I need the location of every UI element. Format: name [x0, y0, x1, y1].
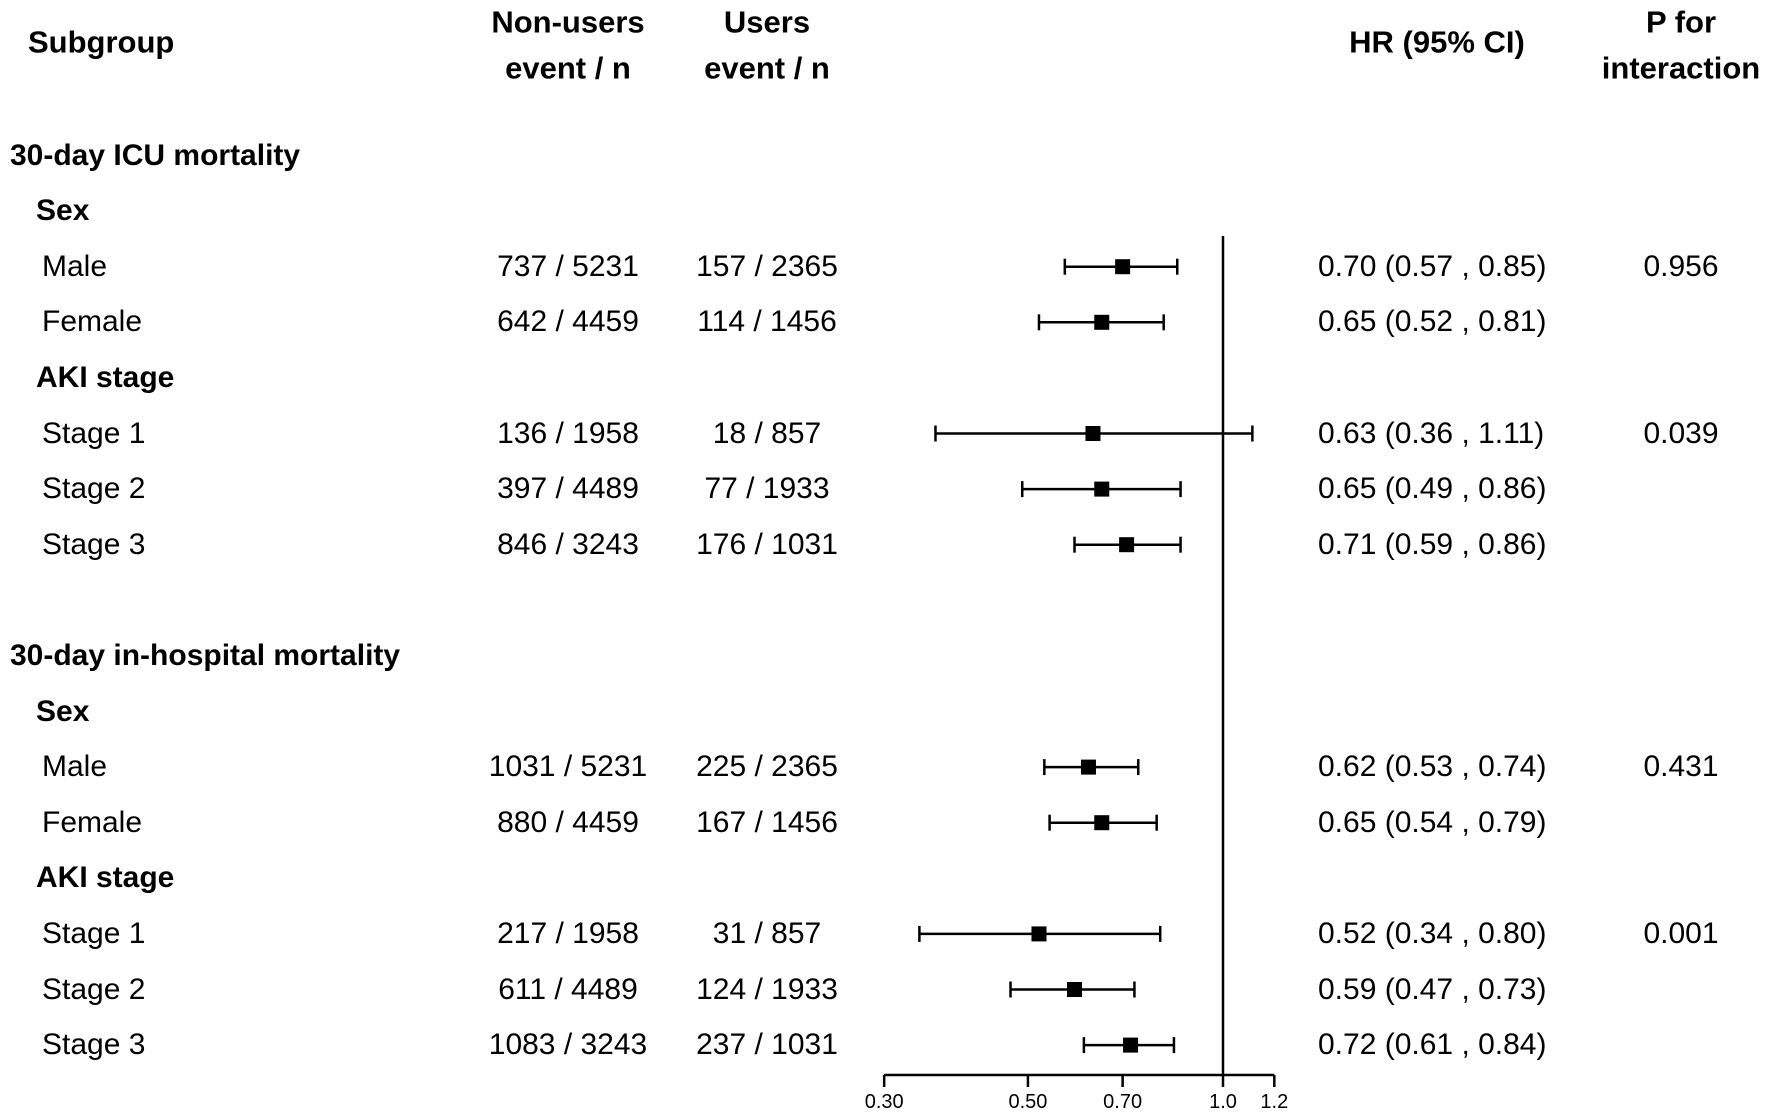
- hr-ci-text: 0.70 (0.57 , 0.85): [1318, 249, 1547, 283]
- users-count: 31 / 857: [712, 916, 822, 950]
- hr-marker: [1085, 426, 1101, 441]
- p-interaction-header-sub: interaction: [1601, 50, 1761, 86]
- hr-ci-text: 0.59 (0.47 , 0.73): [1318, 972, 1547, 1006]
- subsection-label: Sex: [36, 194, 90, 228]
- subgroup-header: Subgroup: [28, 24, 175, 60]
- hr-ci-text: 0.71 (0.59 , 0.86): [1318, 527, 1547, 561]
- hr-marker: [1031, 926, 1047, 942]
- hr-ci-text: 0.65 (0.52 , 0.81): [1318, 305, 1547, 339]
- subsection-label: Sex: [36, 694, 90, 728]
- nonusers-count: 846 / 3243: [497, 527, 639, 561]
- hr-marker: [1080, 759, 1096, 775]
- row-label: Stage 3: [42, 1028, 146, 1062]
- x-axis-tick-label: 1.0: [1209, 1091, 1237, 1113]
- section-label: 30-day ICU mortality: [10, 138, 301, 172]
- nonusers-count: 880 / 4459: [497, 805, 639, 839]
- row-label: Stage 1: [42, 416, 146, 450]
- users-count: 176 / 1031: [696, 527, 838, 561]
- row-label: Stage 2: [42, 972, 146, 1006]
- users-count: 124 / 1933: [696, 972, 838, 1006]
- row-label: Male: [42, 249, 108, 283]
- hr-marker: [1094, 314, 1110, 330]
- x-axis-tick-label: 0.70: [1103, 1091, 1142, 1113]
- x-axis-tick-label: 1.2: [1260, 1091, 1288, 1113]
- nonusers-count: 1083 / 3243: [488, 1028, 648, 1062]
- users-header: Users: [723, 4, 811, 40]
- hr-ci-header: HR (95% CI): [1349, 24, 1525, 60]
- x-axis-tick-label: 0.30: [865, 1091, 904, 1113]
- nonusers-count: 737 / 5231: [497, 249, 639, 283]
- p-value: 0.956: [1643, 249, 1719, 283]
- hr-marker: [1094, 481, 1110, 497]
- p-value: 0.039: [1643, 416, 1719, 450]
- hr-marker: [1067, 982, 1083, 997]
- nonusers-header: Non-users: [491, 4, 645, 40]
- hr-ci-text: 0.65 (0.49 , 0.86): [1318, 472, 1547, 506]
- row-label: Female: [42, 805, 143, 839]
- users-count: 237 / 1031: [696, 1028, 838, 1062]
- nonusers-header-sub: event / n: [505, 50, 631, 86]
- p-interaction-header: P for: [1645, 4, 1717, 40]
- users-header-sub: event / n: [704, 50, 830, 86]
- hr-ci-text: 0.72 (0.61 , 0.84): [1318, 1028, 1547, 1062]
- nonusers-count: 136 / 1958: [497, 416, 639, 450]
- hr-marker: [1123, 1037, 1139, 1053]
- p-value: 0.001: [1643, 916, 1719, 950]
- hr-ci-text: 0.52 (0.34 , 0.80): [1318, 916, 1547, 950]
- nonusers-count: 217 / 1958: [497, 916, 639, 950]
- x-axis-tick-label: 0.50: [1008, 1091, 1047, 1113]
- users-count: 114 / 1456: [697, 305, 837, 339]
- users-count: 167 / 1456: [696, 805, 838, 839]
- nonusers-count: 397 / 4489: [497, 472, 639, 506]
- row-label: Male: [42, 750, 108, 784]
- subsection-label: AKI stage: [36, 861, 175, 895]
- row-label: Stage 1: [42, 916, 146, 950]
- hr-ci-text: 0.65 (0.54 , 0.79): [1318, 805, 1547, 839]
- users-count: 18 / 857: [712, 416, 822, 450]
- users-count: 157 / 2365: [696, 249, 838, 283]
- row-label: Stage 2: [42, 472, 146, 506]
- users-count: 77 / 1933: [704, 472, 830, 506]
- hr-ci-text: 0.63 (0.36 , 1.11): [1318, 416, 1545, 450]
- nonusers-count: 611 / 4489: [498, 972, 638, 1006]
- nonusers-count: 1031 / 5231: [488, 750, 648, 784]
- hr-marker: [1094, 815, 1110, 831]
- hr-marker: [1119, 537, 1135, 553]
- subsection-label: AKI stage: [36, 360, 175, 394]
- hr-ci-text: 0.62 (0.53 , 0.74): [1318, 750, 1547, 784]
- nonusers-count: 642 / 4459: [497, 305, 639, 339]
- users-count: 225 / 2365: [696, 750, 838, 784]
- row-label: Stage 3: [42, 527, 146, 561]
- section-label: 30-day in-hospital mortality: [10, 638, 401, 672]
- row-label: Female: [42, 305, 143, 339]
- hr-marker: [1115, 259, 1131, 275]
- p-value: 0.431: [1643, 750, 1719, 784]
